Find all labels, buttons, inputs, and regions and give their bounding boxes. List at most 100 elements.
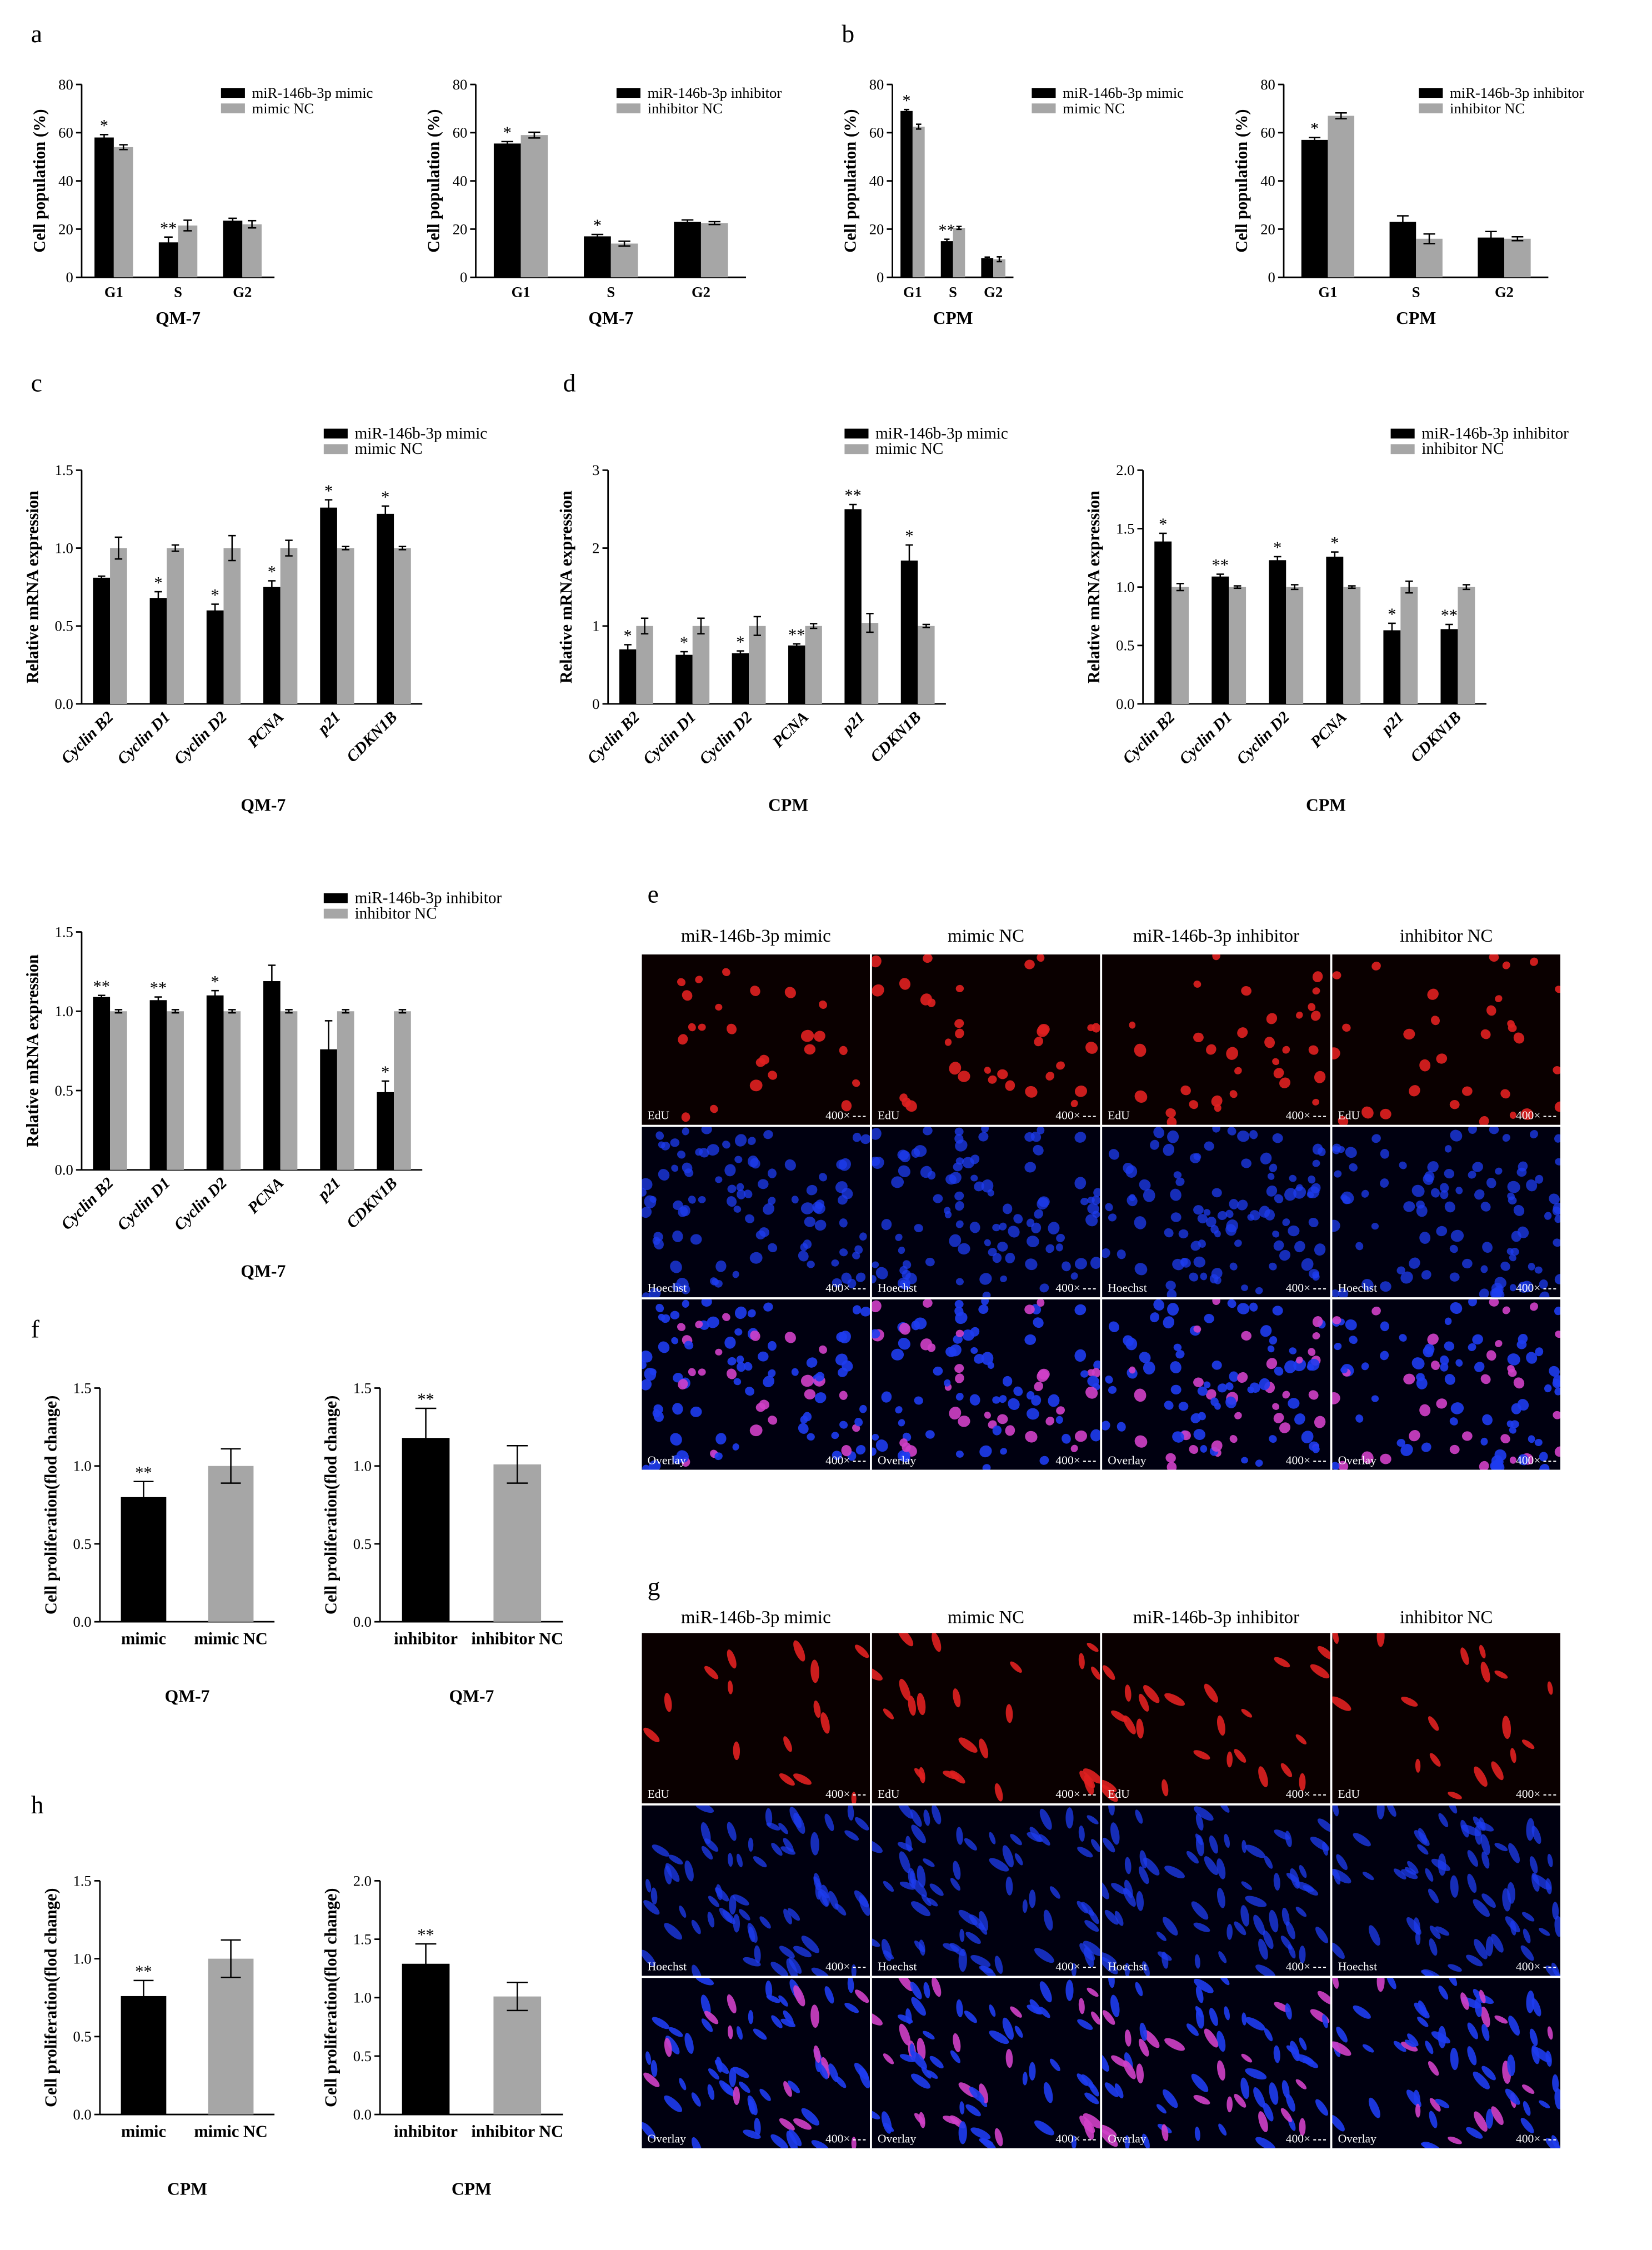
nucleus <box>1295 1734 1307 1744</box>
nucleus <box>1421 1442 1431 1452</box>
nucleus <box>701 1127 712 1134</box>
nucleus <box>1494 2015 1508 2024</box>
nucleus <box>800 1374 814 1387</box>
nucleus <box>779 1773 795 1786</box>
nucleus <box>1551 2135 1560 2148</box>
nucleus <box>813 1700 821 1718</box>
nucleus <box>956 1999 963 2018</box>
significance-mark: * <box>905 527 913 546</box>
nucleus <box>1516 1167 1527 1177</box>
nucleus <box>1110 1994 1120 2018</box>
nucleus <box>1029 1999 1042 2014</box>
nucleus <box>919 2112 925 2128</box>
nucleus <box>1440 1183 1449 1193</box>
nucleus <box>1114 2083 1124 2099</box>
nucleus <box>671 1164 679 1172</box>
nucleus <box>1266 1358 1278 1369</box>
nucleus <box>813 2045 821 2063</box>
significance-mark: ** <box>417 1926 434 1944</box>
nucleus <box>1026 1218 1035 1227</box>
nucleus <box>1448 1964 1462 1972</box>
nucleus <box>1010 2006 1022 2018</box>
micrograph-overlay-2: Overlay 400× <box>872 1299 1100 1470</box>
bar-control <box>337 1011 354 1170</box>
nucleus <box>927 1897 938 1907</box>
nucleus <box>1191 1901 1209 1920</box>
nucleus <box>728 2025 733 2039</box>
nucleus <box>1055 1243 1063 1252</box>
nucleus <box>1415 1758 1421 1773</box>
nucleus <box>759 1916 771 1929</box>
nucleus <box>1419 1059 1431 1072</box>
nucleus <box>1312 1316 1323 1327</box>
micrograph-background <box>1332 1299 1560 1470</box>
nucleus <box>1162 1917 1178 1936</box>
nucleus <box>1274 1194 1284 1203</box>
nucleus <box>1425 1868 1434 1882</box>
nucleus <box>1301 1431 1314 1443</box>
nucleus <box>1108 1805 1115 1816</box>
nucleus <box>1081 2074 1094 2088</box>
nucleus <box>1172 1431 1184 1443</box>
nucleus <box>698 1368 706 1376</box>
nucleus <box>992 1425 1002 1436</box>
nucleus <box>729 1895 737 1915</box>
nucleus <box>1211 1268 1223 1279</box>
nucleus <box>1104 2082 1119 2097</box>
nucleus <box>658 1169 670 1181</box>
nucleus <box>691 1919 701 1934</box>
nucleus <box>1513 1204 1525 1216</box>
nucleus <box>1026 1391 1035 1400</box>
nucleus <box>1368 1925 1380 1946</box>
nucleus <box>1340 1367 1348 1374</box>
nucleus <box>955 1450 964 1458</box>
nucleus <box>1380 1281 1391 1292</box>
nuclei <box>1102 1299 1326 1470</box>
y-tick-label: 80 <box>869 76 884 93</box>
nucleus <box>1508 2016 1520 2036</box>
magnification-label: 400× <box>1055 1959 1080 1973</box>
nucleus <box>1491 1761 1504 1781</box>
nucleus <box>1295 1907 1307 1917</box>
nucleus <box>1361 1189 1369 1198</box>
nucleus <box>989 2004 996 2017</box>
channel-label: Hoechst <box>1108 1959 1147 1973</box>
nucleus <box>1212 1188 1222 1198</box>
nucleus <box>1314 1071 1326 1083</box>
nucleus <box>1062 1261 1071 1272</box>
nucleus <box>1124 2135 1130 2148</box>
nucleus <box>783 1736 792 1752</box>
nucleus <box>1474 1939 1488 1959</box>
nucleus <box>1229 1090 1238 1098</box>
nucleus <box>759 2088 771 2101</box>
nucleus <box>899 1851 911 1873</box>
nucleus <box>1108 1149 1119 1160</box>
nucleus <box>1022 2072 1028 2086</box>
nucleus <box>1280 1763 1293 1778</box>
nucleus <box>707 2084 715 2100</box>
nucleus <box>1500 1261 1510 1271</box>
nucleus <box>1139 1179 1151 1191</box>
y-tick-label: 1.5 <box>353 1931 372 1947</box>
nucleus <box>1380 1178 1389 1188</box>
nucleus <box>1549 1366 1560 1377</box>
nucleus <box>1295 2054 1314 2064</box>
column-header: inhibitor NC <box>1400 926 1493 946</box>
nucleus <box>1502 1306 1510 1314</box>
nucleus <box>945 1347 957 1357</box>
micrograph-edu-2: EdU 400× <box>872 954 1100 1125</box>
nucleus <box>1049 2058 1060 2072</box>
legend-label: miR-146b-3p mimic <box>355 424 488 442</box>
nucleus <box>1526 1990 1535 2013</box>
nucleus <box>1080 1197 1089 1206</box>
micrograph-hoechst-2: Hoechst 400× <box>872 1805 1100 1976</box>
nucleus <box>1485 1936 1494 1957</box>
nucleus <box>1241 1457 1248 1464</box>
x-tick-label: mimic NC <box>194 2122 268 2141</box>
nucleus <box>1237 1303 1250 1314</box>
nucleus <box>1078 1825 1085 1842</box>
nucleus <box>1521 1912 1535 1922</box>
nucleus <box>678 1206 688 1217</box>
nucleus <box>964 2011 977 2023</box>
nucleus <box>1206 1044 1217 1055</box>
